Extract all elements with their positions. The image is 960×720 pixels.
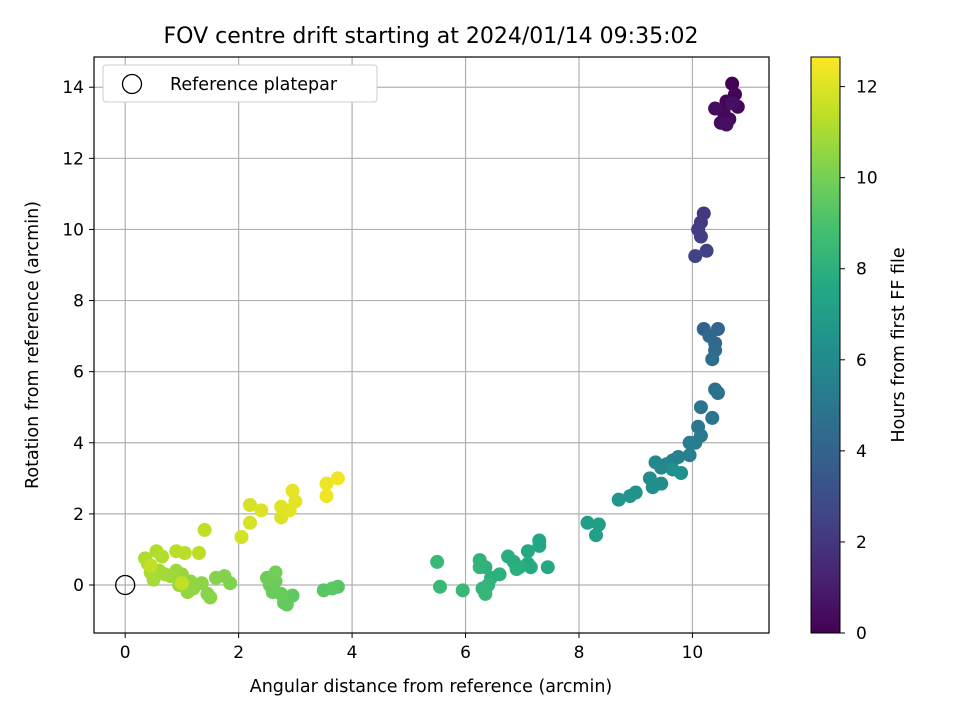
data-point <box>708 101 723 116</box>
x-axis-label: Angular distance from reference (arcmin) <box>250 677 613 697</box>
x-tick-label: 10 <box>682 643 704 663</box>
data-point <box>325 581 340 596</box>
colorbar-ticks: 0 2 4 6 8 10 12 <box>840 78 878 644</box>
colorbar-label: Hours from first FF file <box>889 247 909 442</box>
data-point <box>279 597 294 612</box>
data-point <box>693 400 708 415</box>
data-points <box>138 76 745 612</box>
legend-entry: Reference platepar <box>170 75 338 95</box>
data-point <box>268 565 283 580</box>
data-point <box>319 476 334 491</box>
data-point <box>285 483 300 498</box>
data-point <box>682 448 697 463</box>
data-point <box>719 117 734 132</box>
legend-box <box>102 64 378 103</box>
data-point <box>588 528 603 543</box>
data-point <box>591 517 606 532</box>
y-tick-label: 8 <box>73 292 84 312</box>
reference-marker <box>115 574 136 596</box>
x-axis-ticks: 0 2 4 6 8 10 <box>120 633 703 663</box>
data-point <box>705 352 720 367</box>
colorbar-tick-label: 12 <box>856 78 878 98</box>
data-point <box>254 503 269 518</box>
colorbar-tick-label: 10 <box>856 169 878 189</box>
data-point <box>478 586 493 601</box>
y-tick-label: 2 <box>73 505 84 525</box>
data-point <box>191 546 206 560</box>
data-point <box>234 530 249 544</box>
data-point <box>174 576 189 591</box>
data-point <box>501 549 516 564</box>
data-point <box>699 243 714 258</box>
data-point <box>693 229 708 244</box>
data-point <box>725 96 740 111</box>
colorbar-tick-label: 4 <box>856 442 867 462</box>
x-tick-label: 8 <box>574 643 585 663</box>
data-point <box>203 590 218 605</box>
data-point <box>580 515 595 530</box>
colorbar <box>810 56 841 634</box>
data-point <box>208 570 223 585</box>
data-point <box>143 558 158 573</box>
data-point <box>682 435 697 450</box>
y-tick-label: 4 <box>73 434 84 454</box>
colorbar-tick-label: 0 <box>856 624 867 644</box>
data-point <box>674 466 689 480</box>
data-point <box>288 494 303 509</box>
y-tick-label: 10 <box>62 220 84 240</box>
data-point <box>705 410 720 425</box>
data-point <box>645 480 660 495</box>
data-point <box>197 522 212 537</box>
data-point <box>710 386 725 400</box>
data-point <box>430 554 445 569</box>
y-tick-label: 12 <box>62 149 84 169</box>
data-point <box>242 515 257 530</box>
colorbar-tick-label: 6 <box>856 351 867 371</box>
chart-title: FOV centre drift starting at 2024/01/14 … <box>164 24 699 49</box>
data-point <box>623 489 638 504</box>
x-tick-label: 0 <box>120 643 131 663</box>
colorbar-tick-label: 2 <box>856 533 867 553</box>
legend-marker <box>121 73 143 95</box>
x-tick-label: 4 <box>347 643 358 663</box>
data-point <box>611 492 626 507</box>
reference-marker-group <box>115 574 136 596</box>
data-point <box>520 544 535 559</box>
grid-lines <box>94 57 769 633</box>
x-tick-label: 2 <box>233 643 244 663</box>
data-point <box>177 546 192 560</box>
data-point <box>472 560 487 575</box>
plot-frame <box>93 56 770 634</box>
y-tick-label: 6 <box>73 363 84 383</box>
data-point <box>725 76 740 91</box>
data-point <box>509 562 524 576</box>
data-point <box>648 455 663 470</box>
y-tick-label: 14 <box>62 78 84 98</box>
y-tick-label: 0 <box>73 576 84 596</box>
data-point <box>433 579 448 594</box>
data-point <box>242 498 257 512</box>
y-axis-label: Rotation from reference (arcmin) <box>23 201 43 489</box>
legend: Reference platepar <box>102 64 378 103</box>
y-axis-ticks: 0 2 4 6 8 10 12 14 <box>62 78 94 596</box>
colorbar-tick-label: 8 <box>856 260 867 280</box>
data-point <box>155 549 170 564</box>
data-point <box>688 249 703 264</box>
data-point <box>455 583 470 598</box>
data-point <box>319 489 334 504</box>
x-tick-label: 6 <box>460 643 471 663</box>
data-point <box>330 471 345 486</box>
data-point <box>532 538 547 553</box>
data-point <box>523 560 538 575</box>
data-point <box>540 560 555 575</box>
